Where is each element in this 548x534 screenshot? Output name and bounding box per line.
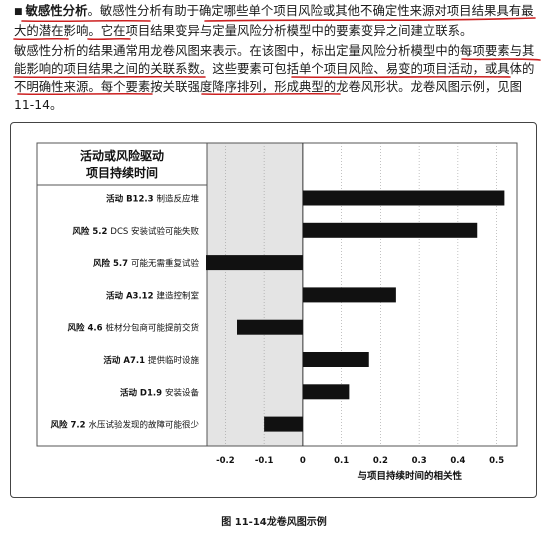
bar-2 bbox=[206, 255, 303, 271]
row-desc-0: 制造反应堆 bbox=[156, 194, 199, 205]
row-tag-4: 风险 4.6 bbox=[68, 323, 106, 334]
bar-1 bbox=[302, 222, 478, 238]
row-desc-4: 桩材分包商可能提前交货 bbox=[105, 323, 199, 334]
tornado-figure: 活动或风险驱动 项目持续时间活动 B12.3 制造反应堆风险 5.2 DCS 安装… bbox=[10, 122, 537, 498]
row-tag-7: 风险 7.2 bbox=[51, 420, 89, 431]
row-label-7: 风险 7.2 水压试验发现的故障可能很少 bbox=[51, 420, 200, 431]
row-tag-5: 活动 A7.1 bbox=[103, 355, 148, 366]
bar-4 bbox=[237, 319, 303, 335]
chart-frame bbox=[36, 142, 518, 447]
row-tag-0: 活动 B12.3 bbox=[106, 194, 156, 205]
row-label-2: 风险 5.7 可能无需重复试验 bbox=[93, 258, 199, 269]
x-tick-label-1: -0.1 bbox=[255, 456, 274, 466]
bullet-square: ■ bbox=[14, 7, 23, 17]
bar-0 bbox=[302, 190, 505, 206]
paragraph2-text: 敏感性分析的结果通常用龙卷风图来表示。在该图中，标出定量风险分析模型中的每项要素… bbox=[14, 43, 535, 112]
x-tick-label-3: 0.1 bbox=[334, 456, 349, 466]
paragraph-sensitivity: ■ 敏感性分析。敏感性分析有助于确定哪些单个项目风险或其他不确定性来源对项目结果具… bbox=[14, 2, 540, 40]
row-desc-7: 水压试验发现的故障可能很少 bbox=[88, 420, 199, 431]
figure-caption: 图 11-14龙卷风图示例 bbox=[221, 517, 327, 528]
paragraph1-text: 。敏感性分析有助于确定哪些单个项目风险或其他不确定性来源对项目结果具有最大的潜在… bbox=[14, 3, 534, 38]
row-label-3: 活动 A3.12 建造控制室 bbox=[106, 290, 199, 301]
row-tag-1: 风险 5.2 bbox=[72, 226, 110, 237]
row-tag-2: 风险 5.7 bbox=[93, 258, 131, 269]
term-sensitivity-analysis: 敏感性分析 bbox=[25, 3, 88, 18]
row-label-4: 风险 4.6 桩材分包商可能提前交货 bbox=[68, 323, 200, 334]
x-tick-label-6: 0.4 bbox=[450, 456, 465, 466]
x-tick-label-0: -0.2 bbox=[216, 456, 235, 466]
row-desc-5: 提供临时设施 bbox=[148, 355, 200, 366]
x-tick-label-4: 0.2 bbox=[373, 456, 388, 466]
x-axis-title: 与项目持续时间的相关性 bbox=[357, 470, 462, 482]
bar-3 bbox=[302, 287, 396, 303]
header-line-2: 项目持续时间 bbox=[86, 165, 158, 180]
negative-region-shade bbox=[207, 143, 303, 446]
bar-5 bbox=[302, 352, 369, 367]
row-label-5: 活动 A7.1 提供临时设施 bbox=[103, 355, 199, 366]
row-label-0: 活动 B12.3 制造反应堆 bbox=[106, 194, 199, 205]
row-label-1: 风险 5.2 DCS 安装试验可能失败 bbox=[72, 226, 199, 237]
paragraph-tornado: 敏感性分析的结果通常用龙卷风图来表示。在该图中，标出定量风险分析模型中的每项要素… bbox=[14, 42, 540, 114]
bar-6 bbox=[302, 384, 350, 400]
row-desc-3: 建造控制室 bbox=[156, 290, 199, 301]
header-line-1: 活动或风险驱动 bbox=[80, 148, 164, 163]
row-label-6: 活动 D1.9 安装设备 bbox=[120, 387, 200, 398]
x-tick-label-7: 0.5 bbox=[489, 456, 504, 466]
row-desc-6: 安装设备 bbox=[165, 387, 200, 398]
row-desc-1: DCS 安装试验可能失败 bbox=[110, 226, 199, 237]
x-tick-label-2: 0 bbox=[300, 456, 306, 466]
row-desc-2: 可能无需重复试验 bbox=[131, 258, 200, 269]
row-tag-3: 活动 A3.12 bbox=[106, 290, 156, 301]
x-tick-label-5: 0.3 bbox=[412, 456, 427, 466]
row-tag-6: 活动 D1.9 bbox=[120, 387, 165, 398]
bar-7 bbox=[264, 416, 303, 432]
